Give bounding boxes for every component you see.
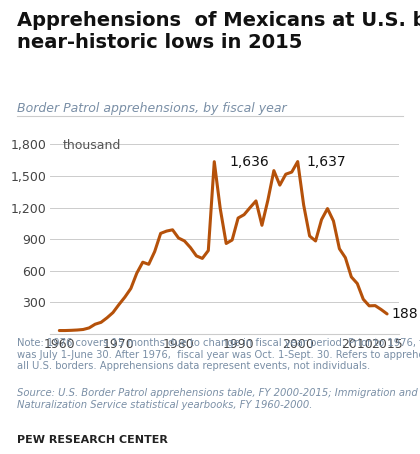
- Text: 188: 188: [392, 307, 418, 321]
- Text: Border Patrol apprehensions, by fiscal year: Border Patrol apprehensions, by fiscal y…: [17, 102, 286, 115]
- Text: 1,637: 1,637: [307, 154, 346, 168]
- Text: 1,636: 1,636: [229, 155, 269, 169]
- Text: thousand: thousand: [62, 138, 121, 152]
- Text: PEW RESEARCH CENTER: PEW RESEARCH CENTER: [17, 435, 168, 445]
- Text: Source: U.S. Border Patrol apprehensions table, FY 2000-2015; Immigration and
Na: Source: U.S. Border Patrol apprehensions…: [17, 388, 417, 410]
- Text: Apprehensions  of Mexicans at U.S. borders fall to
near-historic lows in 2015: Apprehensions of Mexicans at U.S. border…: [17, 11, 420, 52]
- Text: Note: 1976 covers 15 months due to change in fiscal year period. Prior to 1976, : Note: 1976 covers 15 months due to chang…: [17, 338, 420, 371]
